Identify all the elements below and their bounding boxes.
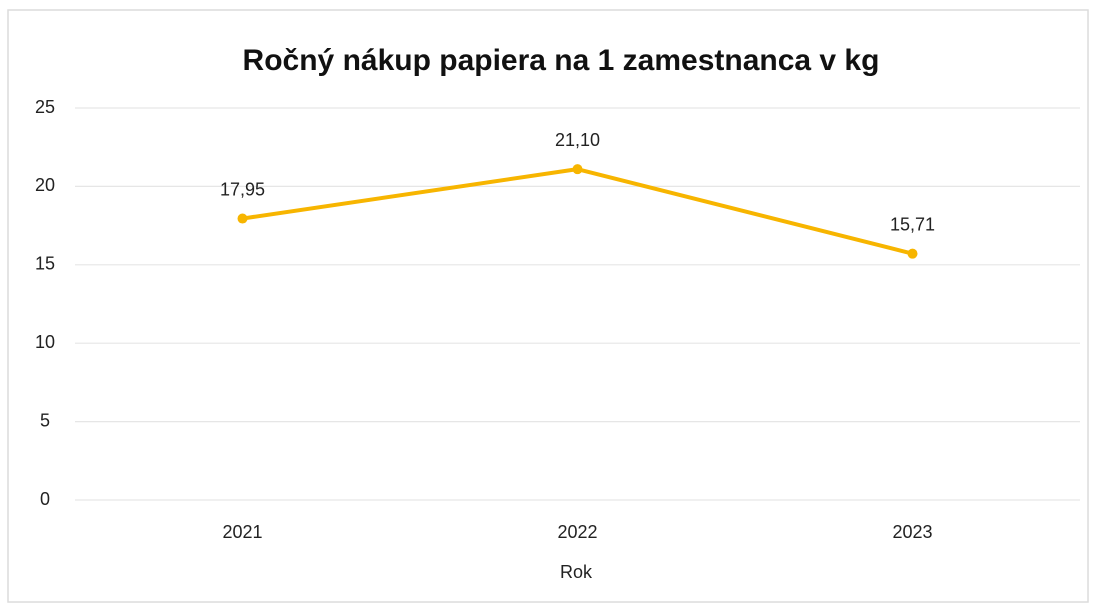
chart-title: Ročný nákup papiera na 1 zamestnanca v k… [243, 44, 880, 77]
y-tick-label: 5 [40, 410, 50, 430]
y-tick-label: 0 [40, 489, 50, 509]
point [907, 248, 918, 259]
y-tick-label: 20 [35, 175, 55, 195]
x-tick-label: 2023 [892, 522, 932, 542]
x-axis-label: Rok [560, 562, 593, 582]
x-tick-label: 2022 [557, 522, 597, 542]
point [237, 213, 248, 224]
y-tick-label: 15 [35, 254, 55, 274]
data-label: 21,10 [555, 130, 600, 150]
data-label: 15,71 [890, 214, 935, 234]
x-tick-label: 2021 [222, 522, 262, 542]
y-tick-label: 10 [35, 332, 55, 352]
point [572, 164, 583, 175]
data-label: 17,95 [220, 179, 265, 199]
y-tick-label: 25 [35, 97, 55, 117]
chart-border [7, 9, 1089, 603]
